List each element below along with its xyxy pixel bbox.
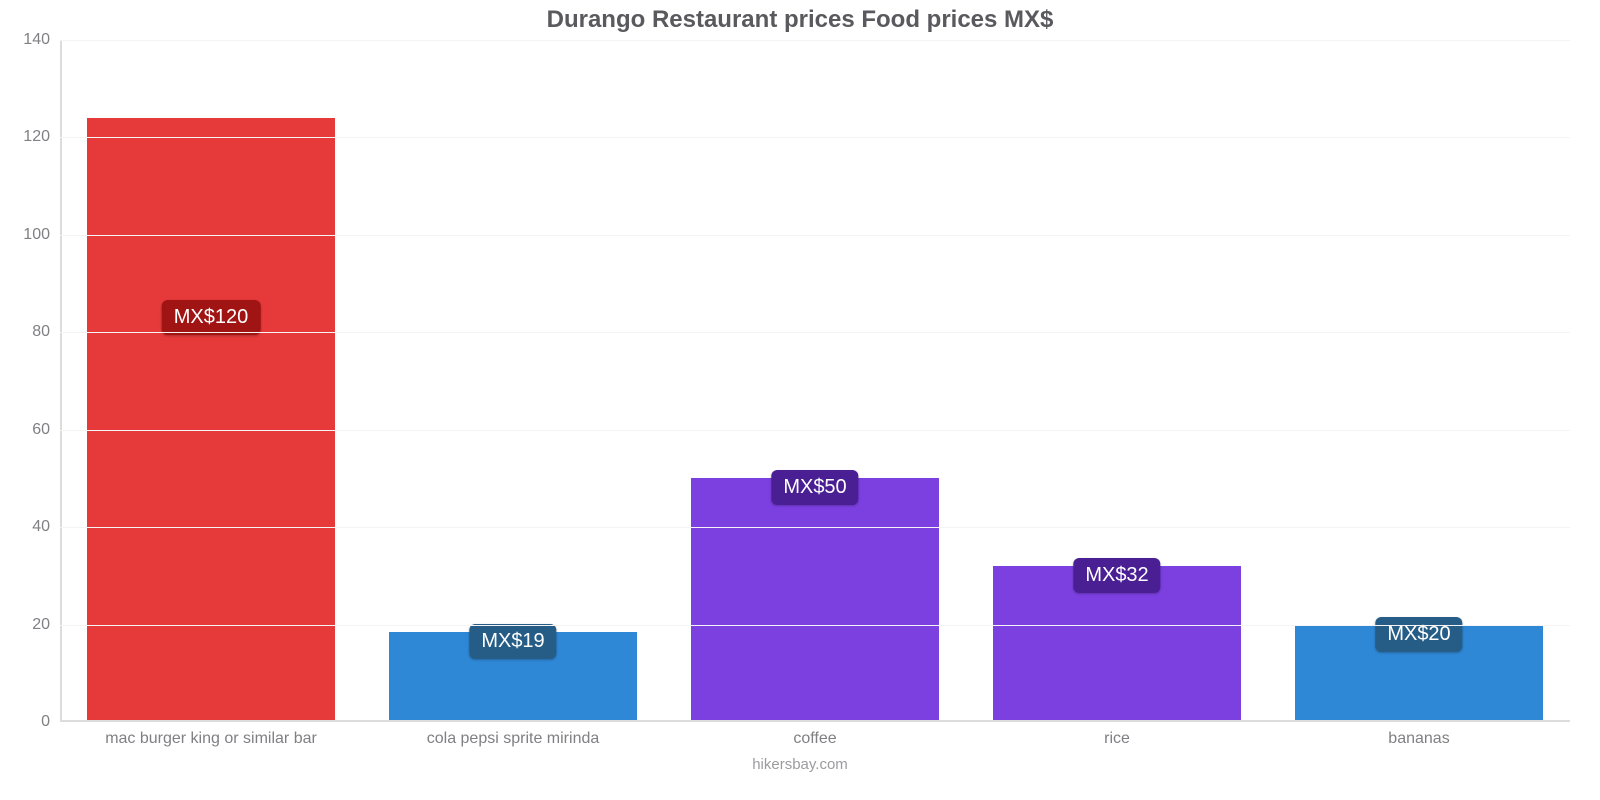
x-axis-labels: mac burger king or similar barcola pepsi…: [60, 730, 1570, 748]
bar-value-label: MX$20: [1375, 617, 1462, 652]
x-tick-label: coffee: [664, 730, 966, 748]
bar-value-label: MX$50: [771, 470, 858, 505]
plot-area: MX$120MX$19MX$50MX$32MX$20 mac burger ki…: [60, 40, 1570, 722]
bar-slot: MX$19: [362, 40, 664, 722]
gridline: [60, 137, 1570, 138]
gridline: [60, 625, 1570, 626]
bar-value-label: MX$19: [469, 624, 556, 659]
chart-footer: hikersbay.com: [0, 756, 1600, 773]
bar: [87, 118, 335, 722]
x-tick-label: rice: [966, 730, 1268, 748]
bar-slot: MX$50: [664, 40, 966, 722]
bar-value-label: MX$32: [1073, 558, 1160, 593]
y-tick-label: 40: [32, 518, 60, 536]
bar-slot: MX$120: [60, 40, 362, 722]
bar-value-label: MX$120: [162, 300, 261, 335]
chart-title: Durango Restaurant prices Food prices MX…: [0, 0, 1600, 34]
gridline: [60, 430, 1570, 431]
x-axis-line: [60, 720, 1570, 722]
bar-slot: MX$20: [1268, 40, 1570, 722]
gridline: [60, 40, 1570, 41]
bars-container: MX$120 MX$19 MX$50 MX$32 MX$20: [60, 40, 1570, 722]
y-tick-label: 80: [32, 323, 60, 341]
bar-slot: MX$32: [966, 40, 1268, 722]
y-tick-label: 60: [32, 421, 60, 439]
gridline: [60, 235, 1570, 236]
price-bar-chart: Durango Restaurant prices Food prices MX…: [0, 0, 1600, 800]
y-tick-label: 100: [23, 226, 60, 244]
x-tick-label: bananas: [1268, 730, 1570, 748]
y-tick-label: 120: [23, 128, 60, 146]
y-tick-label: 0: [41, 713, 60, 731]
gridline: [60, 527, 1570, 528]
x-tick-label: mac burger king or similar bar: [60, 730, 362, 748]
bar: [691, 478, 939, 722]
gridline: [60, 332, 1570, 333]
x-tick-label: cola pepsi sprite mirinda: [362, 730, 664, 748]
y-tick-label: 20: [32, 616, 60, 634]
y-tick-label: 140: [23, 31, 60, 49]
